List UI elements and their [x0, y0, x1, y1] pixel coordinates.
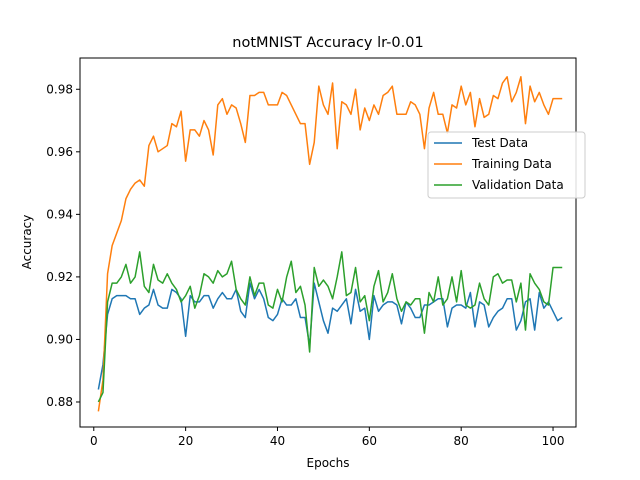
x-axis: 0 20 40 60 80 100	[90, 427, 565, 448]
y-axis-label: Accuracy	[20, 215, 34, 270]
legend: Test Data Training Data Validation Data	[427, 131, 586, 199]
x-tick-label: 60	[362, 434, 377, 448]
legend-label-1: Training Data	[471, 157, 552, 171]
x-axis-label: Epochs	[307, 456, 350, 470]
y-tick-label: 0.92	[46, 270, 73, 284]
y-tick-label: 0.88	[46, 395, 73, 409]
legend-label-0: Test Data	[471, 136, 528, 150]
y-tick-label: 0.96	[46, 145, 73, 159]
legend-box	[427, 131, 586, 199]
x-tick-label: 20	[178, 434, 193, 448]
y-tick-label: 0.90	[46, 332, 73, 346]
y-tick-label: 0.94	[46, 207, 73, 221]
x-tick-label: 80	[454, 434, 469, 448]
x-tick-label: 0	[90, 434, 98, 448]
plot-frame	[79, 57, 577, 428]
series-line-0	[97, 282, 563, 390]
series-line-2	[97, 251, 563, 403]
x-tick-label: 100	[542, 434, 565, 448]
series-line-1	[97, 76, 563, 412]
plot-lines	[97, 76, 563, 412]
y-tick-label: 0.98	[46, 82, 73, 96]
legend-label-2: Validation Data	[472, 178, 564, 192]
chart-title: notMNIST Accuracy lr-0.01	[232, 35, 423, 51]
x-tick-label: 40	[270, 434, 285, 448]
y-axis: 0.88 0.90 0.92 0.94 0.96 0.98	[46, 82, 80, 409]
